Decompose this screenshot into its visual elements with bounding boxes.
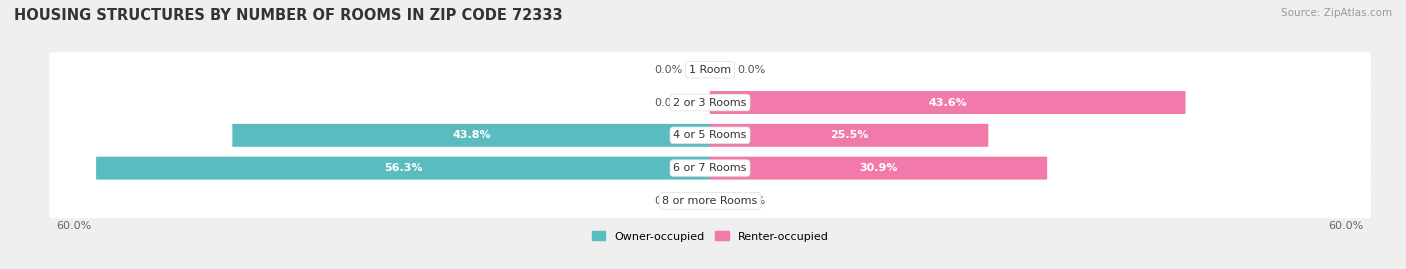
Text: 0.0%: 0.0% (655, 98, 683, 108)
Text: 60.0%: 60.0% (1329, 221, 1364, 231)
Text: 6 or 7 Rooms: 6 or 7 Rooms (673, 163, 747, 173)
Legend: Owner-occupied, Renter-occupied: Owner-occupied, Renter-occupied (588, 227, 832, 246)
FancyBboxPatch shape (96, 157, 710, 180)
FancyBboxPatch shape (49, 52, 1371, 87)
Text: 43.8%: 43.8% (453, 130, 491, 140)
Text: HOUSING STRUCTURES BY NUMBER OF ROOMS IN ZIP CODE 72333: HOUSING STRUCTURES BY NUMBER OF ROOMS IN… (14, 8, 562, 23)
FancyBboxPatch shape (49, 183, 1371, 218)
Text: Source: ZipAtlas.com: Source: ZipAtlas.com (1281, 8, 1392, 18)
Text: 60.0%: 60.0% (56, 221, 91, 231)
Text: 25.5%: 25.5% (830, 130, 868, 140)
FancyBboxPatch shape (710, 91, 1185, 114)
FancyBboxPatch shape (49, 151, 1371, 186)
Text: 2 or 3 Rooms: 2 or 3 Rooms (673, 98, 747, 108)
FancyBboxPatch shape (710, 124, 988, 147)
Text: 0.0%: 0.0% (655, 65, 683, 75)
FancyBboxPatch shape (49, 85, 1371, 120)
Text: 30.9%: 30.9% (859, 163, 897, 173)
FancyBboxPatch shape (49, 118, 1371, 153)
Text: 0.0%: 0.0% (737, 196, 765, 206)
Text: 1 Room: 1 Room (689, 65, 731, 75)
Text: 56.3%: 56.3% (384, 163, 423, 173)
Text: 8 or more Rooms: 8 or more Rooms (662, 196, 758, 206)
Text: 0.0%: 0.0% (655, 196, 683, 206)
Text: 43.6%: 43.6% (928, 98, 967, 108)
FancyBboxPatch shape (232, 124, 710, 147)
Text: 0.0%: 0.0% (737, 65, 765, 75)
Text: 4 or 5 Rooms: 4 or 5 Rooms (673, 130, 747, 140)
FancyBboxPatch shape (710, 157, 1047, 180)
